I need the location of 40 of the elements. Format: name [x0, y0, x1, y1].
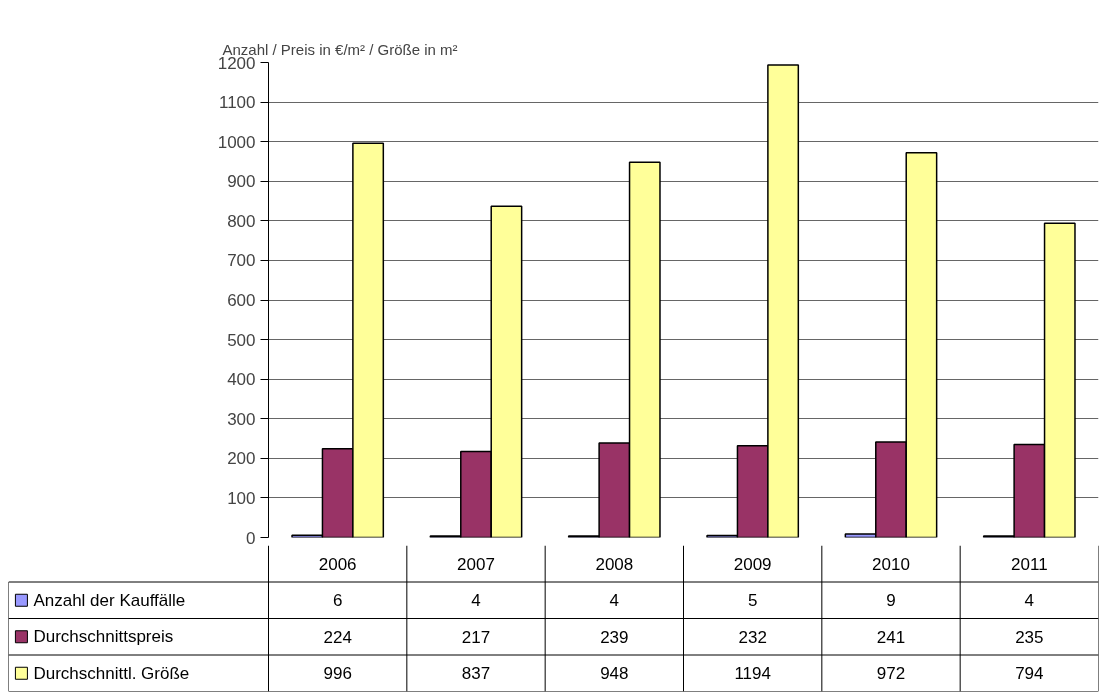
- data-label: 235: [1015, 627, 1044, 647]
- x-tick-label: 2007: [457, 554, 495, 574]
- data-label: 232: [738, 627, 767, 647]
- y-tick-label: 600: [227, 291, 256, 310]
- data-label: 4: [609, 591, 620, 611]
- y-tick-label: 0: [246, 528, 256, 548]
- data-label: 4: [1024, 591, 1035, 611]
- data-label: 948: [600, 664, 629, 684]
- data-label: 239: [600, 627, 629, 647]
- data-label: 4: [471, 591, 481, 611]
- y-tick-label: 500: [227, 330, 256, 350]
- y-tick-label: 300: [227, 409, 256, 429]
- y-tick-label: 100: [227, 488, 256, 508]
- y-tick-label: 800: [227, 211, 256, 231]
- y-tick-label: 900: [227, 172, 256, 192]
- x-tick-label: 2008: [595, 554, 634, 574]
- x-tick-label: 2011: [1011, 554, 1048, 574]
- data-label: 241: [876, 627, 906, 647]
- y-tick-label: 400: [227, 370, 256, 390]
- data-label: 9: [886, 591, 896, 611]
- x-tick-label: 2006: [318, 554, 357, 574]
- data-label: 837: [461, 664, 491, 684]
- y-tick-label: 1100: [218, 93, 256, 113]
- data-label: 5: [747, 591, 758, 611]
- x-tick-label: 2009: [733, 554, 772, 574]
- legend-label: Anzahl der Kauffälle: [33, 590, 186, 610]
- x-tick-label: 2010: [872, 554, 910, 574]
- y-tick-label: 1000: [217, 132, 256, 152]
- data-label: 217: [461, 627, 491, 647]
- data-label: 224: [323, 627, 352, 647]
- data-label: 1194: [734, 664, 771, 684]
- y-axis-title: Anzahl / Preis in €/m² / Größe in m²: [222, 40, 458, 58]
- y-tick-label: 700: [227, 251, 256, 271]
- legend-label: Durchschnittspreis: [33, 627, 174, 647]
- legend-label: Durchschnittl. Größe: [33, 663, 190, 683]
- data-label: 996: [323, 664, 352, 684]
- data-label: 794: [1015, 664, 1044, 684]
- data-label: 972: [876, 664, 906, 684]
- data-label: 6: [332, 591, 343, 611]
- y-tick-label: 200: [227, 449, 256, 469]
